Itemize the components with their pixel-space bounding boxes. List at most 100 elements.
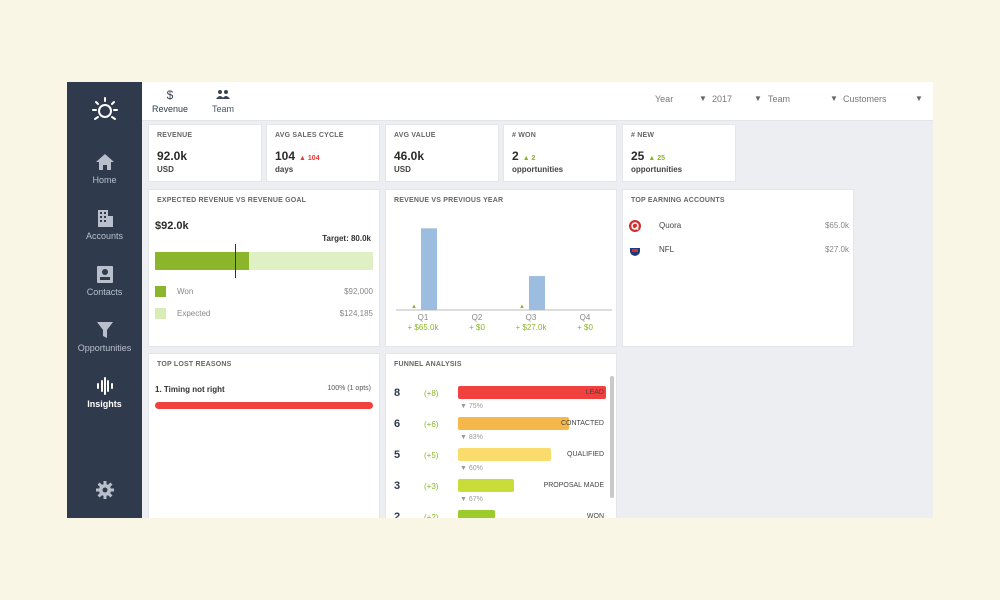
dollar-icon: $ xyxy=(166,88,174,102)
sidebar-item-contacts[interactable]: Contacts xyxy=(67,264,142,297)
funnel-conversion: ▼ 75% xyxy=(460,403,483,410)
kpi-value-text: 25 xyxy=(631,149,645,163)
app-window: Home Accounts Contacts Opportunities Ins… xyxy=(67,82,933,518)
home-icon xyxy=(95,154,114,170)
sidebar-item-label: Contacts xyxy=(86,287,123,297)
year-select[interactable]: Year ▼ xyxy=(655,94,707,104)
funnel-stage-row[interactable]: 5 (+5) QUALIFIED ▼ 60% xyxy=(386,446,612,476)
kpi-card: AVG SALES CYCLE 104 ▲ 104 days xyxy=(266,124,380,182)
funnel-stage-label: CONTACTED xyxy=(560,420,604,427)
account-row[interactable]: Quora $65.0k xyxy=(629,220,849,234)
funnel-stage-row[interactable]: 8 (+8) LEAD ▼ 75% xyxy=(386,384,612,414)
kpi-title: AVG SALES CYCLE xyxy=(275,132,344,139)
funnel-bar xyxy=(458,417,569,430)
funnel-analysis-card: FUNNEL ANALYSIS 8 (+8) LEAD ▼ 75% 6 (+6)… xyxy=(385,353,617,518)
caret-down-icon: ▼ xyxy=(754,94,762,103)
caret-down-icon: ▼ xyxy=(830,94,838,103)
sidebar-item-label: Accounts xyxy=(85,231,124,241)
kpi-delta: ▲ 2 xyxy=(522,155,536,162)
funnel-delta: (+5) xyxy=(424,451,439,460)
funnel-stage-row[interactable]: 2 (+2) WON xyxy=(386,508,612,518)
kpi-card: REVENUE 92.0k USD xyxy=(148,124,262,182)
select-label: Year xyxy=(655,94,674,104)
sidebar-item-insights[interactable]: Insights xyxy=(67,376,142,409)
funnel-bar xyxy=(458,510,495,518)
top-earning-accounts-card: TOP EARNING ACCOUNTS Quora $65.0k NFL $2… xyxy=(622,189,854,347)
card-title: FUNNEL ANALYSIS xyxy=(394,361,462,368)
kpi-value-text: 46.0k xyxy=(394,149,425,163)
kpi-card: # NEW 25 ▲ 25 opportunities xyxy=(622,124,736,182)
x-tick-label: Q3 xyxy=(526,313,537,322)
goal-progress-bar xyxy=(155,244,373,278)
funnel-delta: (+8) xyxy=(424,389,439,398)
legend-value: $124,185 xyxy=(339,309,373,318)
funnel-stage-label: WON xyxy=(586,513,604,518)
funnel-count: 8 xyxy=(394,387,401,399)
account-row[interactable]: NFL $27.0k xyxy=(629,244,849,258)
kpi-value: 2 ▲ 2 xyxy=(512,149,535,163)
tab-label: Revenue xyxy=(152,104,189,114)
funnel-stage-row[interactable]: 3 (+3) PROPOSAL MADE ▼ 67% xyxy=(386,477,612,507)
tab-team[interactable]: Team xyxy=(208,88,238,114)
kpi-title: AVG VALUE xyxy=(394,132,436,139)
kpi-unit: opportunities xyxy=(512,165,564,174)
sidebar-item-home[interactable]: Home xyxy=(67,152,142,185)
top-lost-reasons-card: TOP LOST REASONS 1. Timing not right 100… xyxy=(148,353,380,518)
funnel-delta: (+3) xyxy=(424,482,439,491)
funnel-stage-label: PROPOSAL MADE xyxy=(543,482,604,489)
account-value: $27.0k xyxy=(824,245,849,254)
lost-reason-bar xyxy=(155,402,373,409)
caret-down-icon: ▼ xyxy=(915,94,923,103)
account-name: NFL xyxy=(659,245,675,254)
x-tick-label: Q2 xyxy=(472,313,483,322)
contact-card-icon xyxy=(96,266,113,283)
sidebar-item-label: Insights xyxy=(87,399,122,409)
kpi-value: 46.0k xyxy=(394,149,428,163)
app-logo-icon[interactable] xyxy=(91,96,119,124)
goal-target-marker xyxy=(234,244,236,278)
team-select[interactable]: Team ▼ xyxy=(768,94,840,104)
legend-value: $92,000 xyxy=(344,287,373,296)
delta-label: + $27.0k xyxy=(516,323,548,332)
year-value-select[interactable]: 2017 ▼ xyxy=(712,94,764,104)
kpi-value: 25 ▲ 25 xyxy=(631,149,665,163)
funnel-delta: (+6) xyxy=(424,420,439,429)
kpi-value-text: 104 xyxy=(275,149,296,163)
legend-expected: Expected $124,185 xyxy=(155,308,373,322)
kpi-title: # NEW xyxy=(631,132,655,139)
previous-year-marker: ▲ xyxy=(411,304,417,310)
funnel-count: 6 xyxy=(394,418,401,430)
quora-logo-icon xyxy=(629,220,641,232)
delta-label: + $0 xyxy=(577,323,593,332)
kpi-title: REVENUE xyxy=(157,132,193,139)
team-icon xyxy=(208,88,238,102)
funnel-stage-row[interactable]: 6 (+6) CONTACTED ▼ 83% xyxy=(386,415,612,445)
x-tick-label: Q1 xyxy=(418,313,429,322)
funnel-scrollbar[interactable] xyxy=(610,376,614,498)
tab-revenue[interactable]: $ Revenue xyxy=(152,88,188,114)
waveform-icon xyxy=(96,377,113,395)
kpi-unit: days xyxy=(275,165,294,174)
kpi-delta: ▲ 104 xyxy=(299,155,320,162)
funnel-conversion: ▼ 67% xyxy=(460,496,483,503)
revenue-bar-q1 xyxy=(421,228,437,310)
delta-label: + $0 xyxy=(469,323,485,332)
funnel-count: 2 xyxy=(394,511,401,518)
card-title: REVENUE VS PREVIOUS YEAR xyxy=(394,197,504,204)
top-bar: $ Revenue Team Year ▼ 2017 ▼ Team ▼ Cust… xyxy=(142,82,933,121)
sidebar-item-opportunities[interactable]: Opportunities xyxy=(67,320,142,353)
kpi-value: 92.0k xyxy=(157,149,191,163)
revenue-vs-previous-year-card: REVENUE VS PREVIOUS YEAR ▲ Q1 + $65.0k Q2 + … xyxy=(385,189,617,347)
gear-icon[interactable] xyxy=(95,480,115,500)
goal-amount: $92.0k xyxy=(155,220,189,232)
sidebar-item-accounts[interactable]: Accounts xyxy=(67,208,142,241)
kpi-unit: USD xyxy=(394,165,411,174)
funnel-stage-label: QUALIFIED xyxy=(567,451,604,458)
card-title: EXPECTED REVENUE VS REVENUE GOAL xyxy=(157,197,307,204)
customers-select[interactable]: Customers ▼ xyxy=(843,94,923,104)
funnel-delta: (+2) xyxy=(424,513,439,518)
card-title: TOP EARNING ACCOUNTS xyxy=(631,197,725,204)
funnel-conversion: ▼ 83% xyxy=(460,434,483,441)
account-name: Quora xyxy=(659,221,682,230)
funnel-count: 3 xyxy=(394,480,401,492)
